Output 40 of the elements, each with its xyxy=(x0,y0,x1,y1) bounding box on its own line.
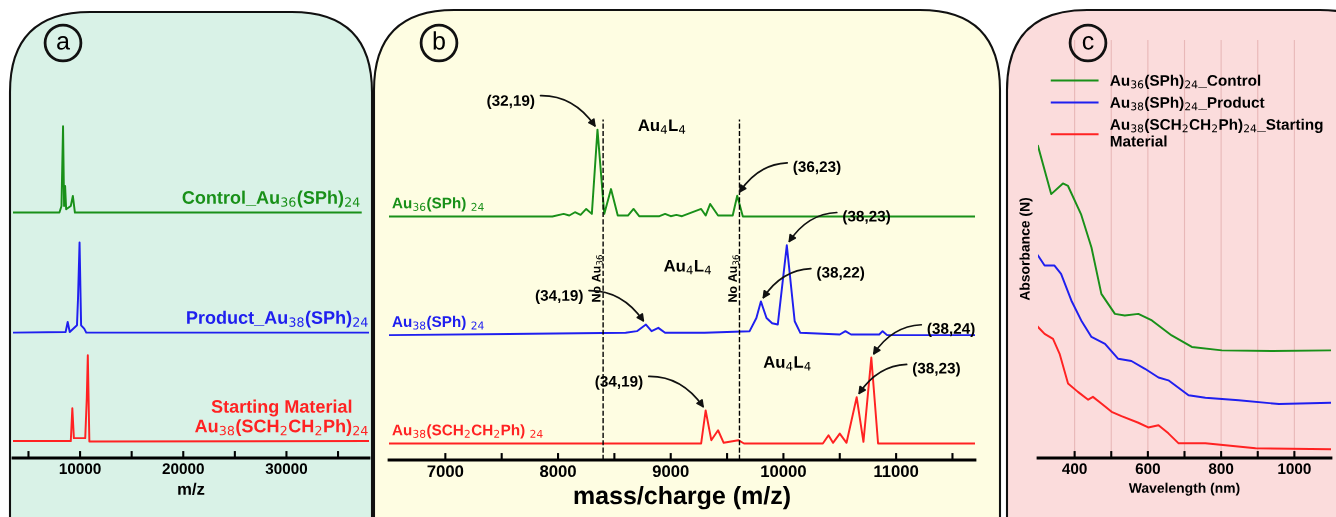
x-tick-label: 1000 xyxy=(1278,463,1311,475)
text: Au$_{38}$(SCH$_{2}$CH$_{2}$Ph)$_{24}$_Starting Material xyxy=(1110,118,1323,147)
annotation: Au$_{4}$L$_{4}$ xyxy=(664,260,711,275)
x-tick-label: 30000 xyxy=(265,463,308,475)
x-tick-label: 20000 xyxy=(162,463,204,475)
annotation: (38,23) xyxy=(912,362,960,377)
series-label: Au$_{38}$(SCH$_{2}$CH$_{2}$Ph) $_{24}$ xyxy=(392,424,543,439)
x-tick-label: 11000 xyxy=(874,465,919,478)
annotation: (36,23) xyxy=(793,160,841,176)
chart-title: b xyxy=(433,31,445,50)
x-tick-label: 8000 xyxy=(540,465,576,478)
series-label: Control_Au$_{36}$(SPh)$_{24}$ xyxy=(182,190,360,208)
x-tick-label: 600 xyxy=(1135,463,1160,475)
text: Starting Material Au$_{38}$(SCH$_{2}$CH$_{2}$Ph)$_{24}$ xyxy=(195,399,368,436)
x-tick-label: 10000 xyxy=(59,463,101,475)
series-label: Au$_{36}$(SPh) $_{24}$ xyxy=(392,197,484,212)
chart-title: c xyxy=(1082,36,1094,50)
annotation: Au$_{4}$L$_{4}$ xyxy=(763,356,811,371)
x-axis-title: m/z xyxy=(178,482,205,496)
y-axis-title: Absorbance (N) xyxy=(1019,197,1033,301)
annotation: (34,19) xyxy=(535,289,583,304)
annotation: (38,24) xyxy=(927,322,975,337)
x-tick-label: 800 xyxy=(1208,463,1234,475)
ref-line-label: No Au$_{36}$ xyxy=(728,255,740,302)
annotation: Au$_{4}$L$_{4}$ xyxy=(638,119,686,134)
legend-label: Au$_{38}$(SPh)$_{24}$_Product xyxy=(1110,96,1265,111)
legend-label: Au$_{36}$(SPh)$_{24}$_Control xyxy=(1110,74,1261,89)
x-axis-title: mass/charge (m/z) xyxy=(574,485,790,510)
x-tick-label: 10000 xyxy=(761,465,806,478)
x-tick-label: 9000 xyxy=(652,465,689,478)
ref-line-label: No Au$_{36}$ xyxy=(591,255,603,302)
x-tick-label: 400 xyxy=(1062,463,1087,475)
annotation: (32,19) xyxy=(487,94,535,109)
x-axis-title: Wavelength (nm) xyxy=(1128,482,1240,496)
series-label: Product_Au$_{38}$(SPh)$_{24}$ xyxy=(187,310,368,328)
x-tick-label: 7000 xyxy=(427,465,464,478)
chart-title: a xyxy=(57,36,70,50)
annotation: (34,19) xyxy=(595,375,643,390)
series-label: Au$_{38}$(SPh) $_{24}$ xyxy=(392,315,484,331)
annotation: (38,22) xyxy=(817,266,865,281)
